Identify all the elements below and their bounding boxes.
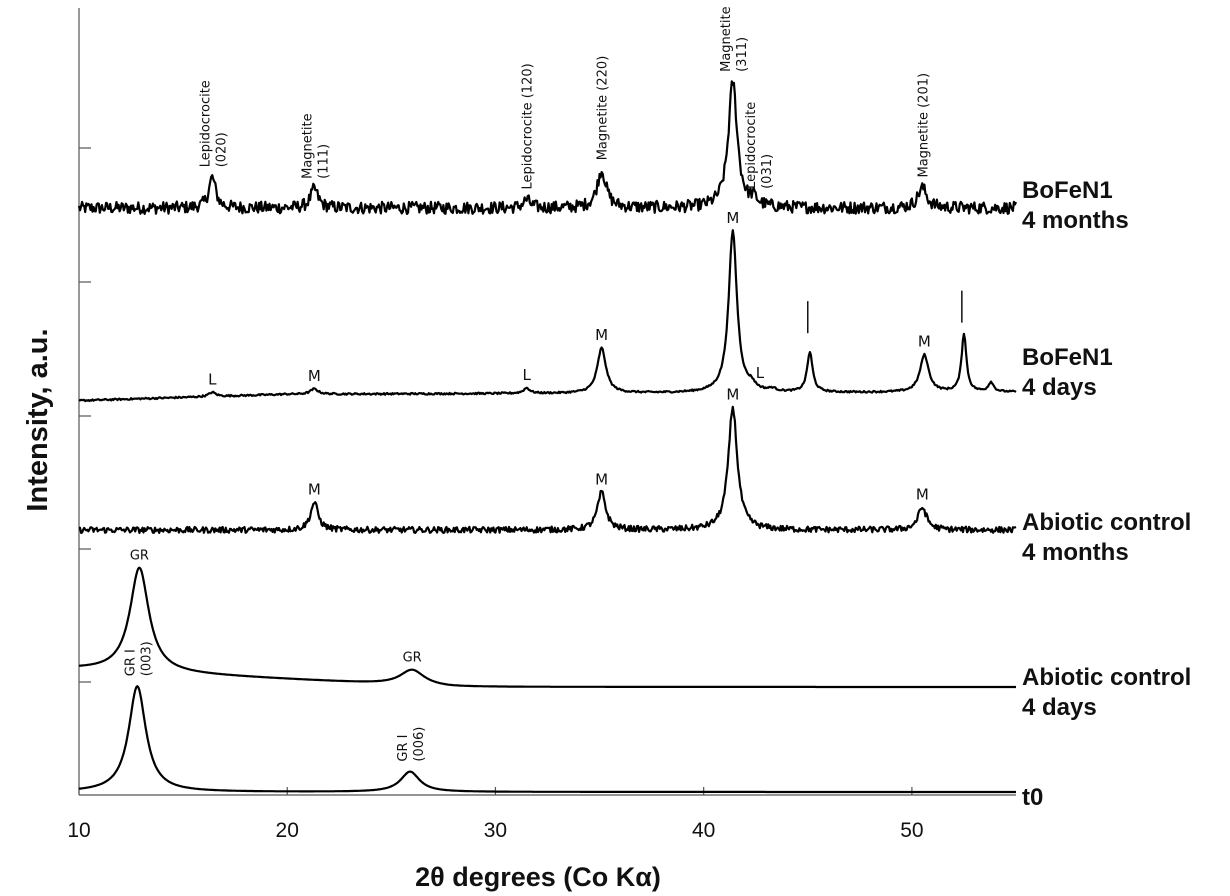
peak-label: Magnetite (311) bbox=[719, 6, 750, 71]
series-label-line: 4 days bbox=[1022, 374, 1097, 401]
peak-label-line: GR I bbox=[396, 735, 411, 762]
peak-label-line: Lepidocrocite bbox=[744, 102, 759, 189]
peak-label: GR bbox=[130, 549, 149, 564]
diffraction-traces bbox=[77, 80, 1018, 794]
peak-label-line: (031) bbox=[760, 154, 775, 189]
peak-label: GR I (006) bbox=[396, 727, 427, 762]
peak-label-line: Magnetite (220) bbox=[596, 56, 611, 161]
series-label: Abiotic control 4 months bbox=[1022, 509, 1191, 566]
x-tick-label: 20 bbox=[276, 819, 299, 842]
peak-label: Lepidocrocite (031) bbox=[744, 102, 775, 189]
peak-label: M bbox=[726, 385, 739, 403]
peak-label-line: Magnetite bbox=[300, 113, 315, 178]
trace-line bbox=[77, 80, 1018, 215]
peak-label: L bbox=[522, 366, 531, 384]
peak-label-line: Lepidocrocite bbox=[198, 80, 213, 167]
peak-label: Lepidocrocite (120) bbox=[521, 63, 536, 189]
peak-label: M bbox=[308, 367, 321, 385]
x-axis-title: 2θ degrees (Co Kα) bbox=[415, 862, 661, 892]
x-tick-label: 50 bbox=[900, 819, 923, 842]
peak-label-line: Magnetite (201) bbox=[916, 73, 931, 178]
peak-label: M bbox=[595, 326, 608, 344]
series-label: BoFeN1 4 days bbox=[1022, 344, 1113, 401]
trace-line bbox=[78, 566, 1017, 689]
peak-label-line: Magnetite bbox=[719, 6, 734, 71]
peak-label-line: (111) bbox=[316, 144, 331, 179]
trace-line bbox=[78, 405, 1017, 534]
series-label-line: Abiotic control bbox=[1022, 664, 1191, 691]
peak-label: M bbox=[308, 480, 321, 498]
series-label-line: 4 days bbox=[1022, 694, 1097, 721]
peak-labels: Lepidocrocite (020) Magnetite (111) Lepidocr… bbox=[123, 6, 963, 762]
peak-label: GR I (003) bbox=[123, 641, 154, 676]
y-axis-title: Intensity, a.u. bbox=[22, 328, 54, 511]
peak-label-line: (003) bbox=[139, 641, 154, 676]
x-tick-label: 10 bbox=[67, 819, 90, 842]
peak-label-line: (311) bbox=[735, 37, 750, 72]
x-tick-label: 40 bbox=[692, 819, 715, 842]
axes: 10 20 30 40 50 bbox=[67, 8, 1016, 842]
series-label-line: BoFeN1 bbox=[1022, 344, 1113, 371]
peak-label: L bbox=[208, 370, 217, 388]
trace-line bbox=[78, 229, 1017, 403]
peak-label: M bbox=[916, 485, 929, 503]
peak-label: L bbox=[756, 364, 765, 382]
trace-line bbox=[78, 685, 1017, 794]
peak-label: Lepidocrocite (020) bbox=[198, 80, 229, 167]
series-label-line: 4 months bbox=[1022, 539, 1129, 566]
series-label-line: Abiotic control bbox=[1022, 509, 1191, 536]
series-label-line: BoFeN1 bbox=[1022, 177, 1113, 204]
peak-label: GR bbox=[403, 651, 422, 666]
peak-label-line: GR I bbox=[123, 649, 138, 676]
peak-label: Magnetite (220) bbox=[596, 56, 611, 161]
peak-label: M bbox=[726, 209, 739, 227]
peak-label: M bbox=[595, 470, 608, 488]
peak-label: Magnetite (201) bbox=[916, 73, 931, 178]
series-label-line: t0 bbox=[1022, 784, 1043, 811]
x-tick-label: 30 bbox=[484, 819, 507, 842]
peak-label-line: (020) bbox=[214, 132, 229, 167]
peak-label: Magnetite (111) bbox=[300, 113, 331, 178]
series-label: BoFeN1 4 months bbox=[1022, 177, 1129, 234]
series-label: Abiotic control 4 days bbox=[1022, 664, 1191, 721]
series-label: t0 bbox=[1022, 784, 1043, 811]
series-label-line: 4 months bbox=[1022, 207, 1129, 234]
peak-label: M bbox=[918, 333, 931, 351]
peak-label-line: Lepidocrocite (120) bbox=[521, 63, 536, 189]
peak-label-line: (006) bbox=[412, 727, 427, 762]
